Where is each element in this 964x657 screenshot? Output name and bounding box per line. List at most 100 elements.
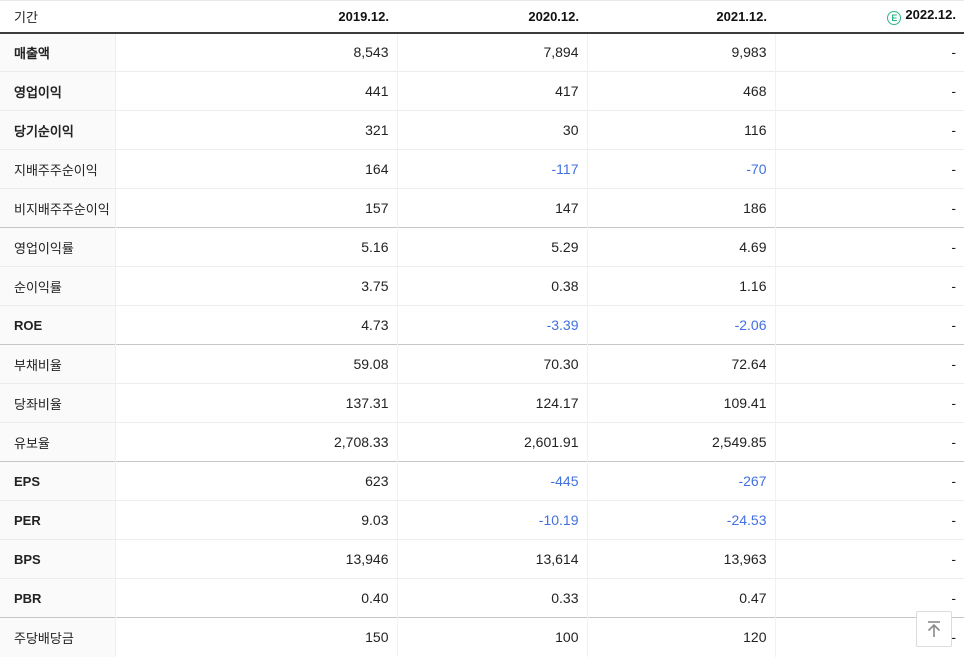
value-cell: - bbox=[774, 344, 964, 384]
value-cell: - bbox=[774, 149, 964, 189]
value-cell: 3.75 bbox=[115, 266, 397, 306]
value-cell: 441 bbox=[115, 71, 397, 111]
value-cell: 2,601.91 bbox=[396, 422, 587, 462]
value-cell: 417 bbox=[396, 71, 587, 111]
scroll-to-top-icon bbox=[923, 618, 945, 640]
row-label: 영업이익률 bbox=[0, 227, 116, 267]
table-row: ROE 4.73 -3.39 -2.06 - bbox=[0, 305, 964, 345]
row-label: 순이익률 bbox=[0, 266, 116, 306]
value-cell: - bbox=[774, 539, 964, 579]
table-row: 주당배당금 150 100 120 - bbox=[0, 617, 964, 657]
value-cell: 9.03 bbox=[115, 500, 397, 540]
table-row: BPS 13,946 13,614 13,963 - bbox=[0, 539, 964, 579]
value-cell: 120 bbox=[586, 617, 775, 657]
row-label: BPS bbox=[0, 539, 116, 579]
value-cell: - bbox=[774, 227, 964, 267]
header-row: 기간 2019.12. 2020.12. 2021.12. E 2022.12. bbox=[0, 0, 964, 34]
value-cell: - bbox=[774, 71, 964, 111]
row-label: 영업이익 bbox=[0, 71, 116, 111]
row-label: 유보율 bbox=[0, 422, 116, 462]
value-cell: 157 bbox=[115, 188, 397, 228]
value-cell: -3.39 bbox=[396, 305, 587, 345]
scroll-to-top-button[interactable] bbox=[916, 611, 952, 647]
value-cell: 7,894 bbox=[396, 32, 587, 72]
value-cell: 164 bbox=[115, 149, 397, 189]
value-cell: 147 bbox=[396, 188, 587, 228]
table-row: 영업이익 441 417 468 - bbox=[0, 71, 964, 111]
table-row: 지배주주순이익 164 -117 -70 - bbox=[0, 149, 964, 189]
value-cell: - bbox=[774, 383, 964, 423]
value-cell: - bbox=[774, 266, 964, 306]
value-cell: 124.17 bbox=[396, 383, 587, 423]
value-cell: -267 bbox=[586, 461, 775, 501]
value-cell: -2.06 bbox=[586, 305, 775, 345]
value-cell: 9,983 bbox=[586, 32, 775, 72]
value-cell: 109.41 bbox=[586, 383, 775, 423]
table-row: 당좌비율 137.31 124.17 109.41 - bbox=[0, 383, 964, 423]
value-cell: 0.40 bbox=[115, 578, 397, 618]
value-cell: 2,549.85 bbox=[586, 422, 775, 462]
value-cell: - bbox=[774, 500, 964, 540]
row-label: 지배주주순이익 bbox=[0, 149, 116, 189]
value-cell: - bbox=[774, 110, 964, 150]
table-row: PBR 0.40 0.33 0.47 - bbox=[0, 578, 964, 618]
value-cell: -445 bbox=[396, 461, 587, 501]
value-cell: - bbox=[774, 422, 964, 462]
value-cell: - bbox=[774, 578, 964, 618]
value-cell: 137.31 bbox=[115, 383, 397, 423]
column-header-2021: 2021.12. bbox=[587, 0, 775, 34]
column-header-2022-estimate: E 2022.12. bbox=[775, 0, 964, 34]
row-label: 주당배당금 bbox=[0, 617, 116, 657]
period-header: 기간 bbox=[0, 0, 115, 34]
table-row: 순이익률 3.75 0.38 1.16 - bbox=[0, 266, 964, 306]
row-label: 비지배주주순이익 bbox=[0, 188, 116, 228]
row-label: 당좌비율 bbox=[0, 383, 116, 423]
value-cell: 70.30 bbox=[396, 344, 587, 384]
value-cell: - bbox=[774, 32, 964, 72]
value-cell: 623 bbox=[115, 461, 397, 501]
value-cell: 30 bbox=[396, 110, 587, 150]
value-cell: 0.47 bbox=[586, 578, 775, 618]
table-row: 당기순이익 321 30 116 - bbox=[0, 110, 964, 150]
table-row: EPS 623 -445 -267 - bbox=[0, 461, 964, 501]
table-row: 비지배주주순이익 157 147 186 - bbox=[0, 188, 964, 228]
table-row: PER 9.03 -10.19 -24.53 - bbox=[0, 500, 964, 540]
value-cell: 116 bbox=[586, 110, 775, 150]
table-row: 유보율 2,708.33 2,601.91 2,549.85 - bbox=[0, 422, 964, 462]
value-cell: 150 bbox=[115, 617, 397, 657]
value-cell: 5.29 bbox=[396, 227, 587, 267]
table-row: 매출액 8,543 7,894 9,983 - bbox=[0, 32, 964, 72]
table-row: 영업이익률 5.16 5.29 4.69 - bbox=[0, 227, 964, 267]
value-cell: 468 bbox=[586, 71, 775, 111]
row-label: ROE bbox=[0, 305, 116, 345]
row-label: 당기순이익 bbox=[0, 110, 116, 150]
value-cell: 13,614 bbox=[396, 539, 587, 579]
value-cell: 100 bbox=[396, 617, 587, 657]
value-cell: 2,708.33 bbox=[115, 422, 397, 462]
value-cell: 0.33 bbox=[396, 578, 587, 618]
column-header-label: 2022.12. bbox=[905, 7, 956, 23]
value-cell: -24.53 bbox=[586, 500, 775, 540]
value-cell: 0.38 bbox=[396, 266, 587, 306]
value-cell: - bbox=[774, 188, 964, 228]
row-label: EPS bbox=[0, 461, 116, 501]
value-cell: 72.64 bbox=[586, 344, 775, 384]
value-cell: 1.16 bbox=[586, 266, 775, 306]
value-cell: - bbox=[774, 461, 964, 501]
value-cell: 321 bbox=[115, 110, 397, 150]
value-cell: 186 bbox=[586, 188, 775, 228]
value-cell: 59.08 bbox=[115, 344, 397, 384]
value-cell: -70 bbox=[586, 149, 775, 189]
estimate-icon: E bbox=[887, 11, 902, 26]
value-cell: 4.73 bbox=[115, 305, 397, 345]
column-header-2020: 2020.12. bbox=[397, 0, 587, 34]
value-cell: 5.16 bbox=[115, 227, 397, 267]
row-label: 부채비율 bbox=[0, 344, 116, 384]
row-label: PER bbox=[0, 500, 116, 540]
value-cell: 13,963 bbox=[586, 539, 775, 579]
value-cell: 13,946 bbox=[115, 539, 397, 579]
row-label: PBR bbox=[0, 578, 116, 618]
value-cell: -10.19 bbox=[396, 500, 587, 540]
value-cell: - bbox=[774, 305, 964, 345]
